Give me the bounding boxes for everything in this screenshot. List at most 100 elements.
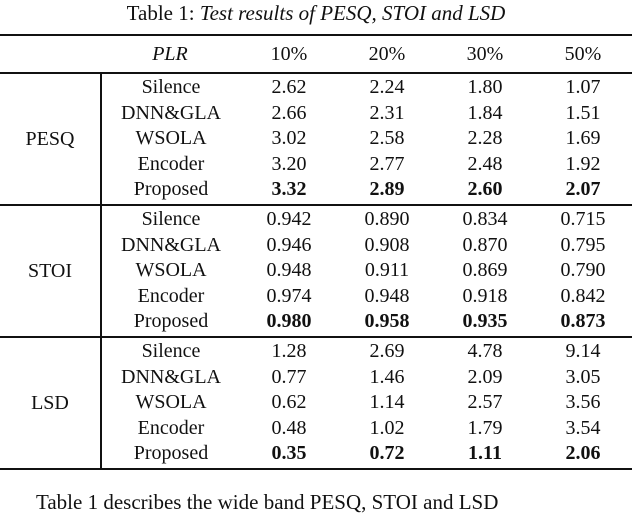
- value-cell: 0.918: [462, 284, 508, 307]
- header-col-10: 10%: [270, 42, 308, 65]
- caption-title: Test results of PESQ, STOI and LSD: [199, 1, 506, 25]
- value-cell: 2.77: [369, 152, 405, 175]
- header-plr-cell: PLR: [152, 42, 188, 65]
- value-cell: 3.02: [271, 127, 307, 150]
- value-cell: 0.908: [364, 233, 410, 256]
- value-cell: 2.69: [369, 340, 405, 363]
- value-cell: 2.24: [369, 76, 405, 99]
- value-cell: 1.46: [369, 365, 405, 388]
- method-cell: Encoder: [137, 152, 205, 175]
- table-row: Encoder 0.48 1.02 1.79 3.54: [102, 416, 632, 442]
- method-cell: WSOLA: [135, 127, 207, 150]
- value-cell: 0.870: [462, 233, 508, 256]
- method-cell: DNN&GLA: [121, 233, 221, 256]
- header-col-30: 30%: [466, 42, 504, 65]
- value-cell: 0.948: [266, 259, 312, 282]
- method-cell: Encoder: [137, 416, 205, 439]
- caption-prefix: Table 1:: [126, 1, 200, 25]
- metric-rows: Silence 1.28 2.69 4.78 9.14 DNN&GLA 0.77 1.46 2.…: [100, 338, 632, 468]
- value-cell: 1.07: [565, 76, 601, 99]
- method-cell: Silence: [141, 340, 201, 363]
- value-cell: 2.89: [369, 178, 405, 201]
- value-cell: 2.07: [565, 178, 601, 201]
- value-cell: 0.35: [271, 442, 307, 465]
- value-cell: 1.11: [468, 442, 502, 465]
- method-cell: WSOLA: [135, 391, 207, 414]
- header-blank-cell: [0, 36, 100, 72]
- metric-rows: Silence 0.942 0.890 0.834 0.715 DNN&GLA 0.946 0…: [100, 206, 632, 336]
- table-row: WSOLA 0.948 0.911 0.869 0.790: [102, 258, 632, 284]
- method-cell: DNN&GLA: [121, 101, 221, 124]
- value-cell: 0.72: [369, 442, 405, 465]
- value-cell: 2.48: [467, 152, 503, 175]
- value-cell: 0.790: [560, 259, 606, 282]
- value-cell: 0.980: [266, 310, 312, 333]
- method-cell: Proposed: [133, 310, 209, 333]
- results-table: PLR 10% 20% 30% 50% PESQ Silence 2.62 2.24 1…: [0, 34, 632, 470]
- value-cell: 3.05: [565, 365, 601, 388]
- value-cell: 1.51: [565, 101, 601, 124]
- value-cell: 0.873: [560, 310, 606, 333]
- table-row: Silence 1.28 2.69 4.78 9.14: [102, 339, 632, 365]
- value-cell: 0.935: [462, 310, 508, 333]
- value-cell: 2.06: [565, 442, 601, 465]
- value-cell: 0.958: [364, 310, 410, 333]
- value-cell: 2.28: [467, 127, 503, 150]
- metric-label: PESQ: [25, 127, 75, 150]
- value-cell: 1.84: [467, 101, 503, 124]
- metric-rows: Silence 2.62 2.24 1.80 1.07 DNN&GLA 2.66 2.31 1.…: [100, 74, 632, 204]
- table-caption: Table 1: Test results of PESQ, STOI and …: [0, 1, 632, 25]
- table-row: Proposed 0.35 0.72 1.11 2.06: [102, 441, 632, 467]
- value-cell: 0.948: [364, 284, 410, 307]
- value-cell: 1.92: [565, 152, 601, 175]
- method-cell: Proposed: [133, 178, 209, 201]
- value-cell: 1.28: [271, 340, 307, 363]
- value-cell: 3.56: [565, 391, 601, 414]
- header-col-50: 50%: [564, 42, 602, 65]
- value-cell: 4.78: [467, 340, 503, 363]
- method-cell: Silence: [141, 76, 201, 99]
- method-cell: WSOLA: [135, 259, 207, 282]
- table-row: WSOLA 3.02 2.58 2.28 1.69: [102, 126, 632, 152]
- value-cell: 1.80: [467, 76, 503, 99]
- table-row: DNN&GLA 2.66 2.31 1.84 1.51: [102, 101, 632, 127]
- value-cell: 0.974: [266, 284, 312, 307]
- table-body: PESQ Silence 2.62 2.24 1.80 1.07 DNN&GLA 2.66 2.…: [0, 74, 632, 468]
- method-cell: Proposed: [133, 442, 209, 465]
- table-row: DNN&GLA 0.77 1.46 2.09 3.05: [102, 365, 632, 391]
- value-cell: 2.31: [369, 101, 405, 124]
- header-col-20: 20%: [368, 42, 406, 65]
- metric-group-stoi: STOI Silence 0.942 0.890 0.834 0.715 DNN&GLA 0.…: [0, 204, 632, 336]
- value-cell: 0.834: [462, 208, 508, 231]
- value-cell: 0.911: [364, 259, 410, 282]
- metric-group-pesq: PESQ Silence 2.62 2.24 1.80 1.07 DNN&GLA 2.66 2.…: [0, 74, 632, 204]
- value-cell: 0.942: [266, 208, 312, 231]
- table-row: WSOLA 0.62 1.14 2.57 3.56: [102, 390, 632, 416]
- table-row: Encoder 3.20 2.77 2.48 1.92: [102, 152, 632, 178]
- value-cell: 0.62: [271, 391, 307, 414]
- table-row: Proposed 3.32 2.89 2.60 2.07: [102, 177, 632, 203]
- value-cell: 0.869: [462, 259, 508, 282]
- value-cell: 0.715: [560, 208, 606, 231]
- table-row: Encoder 0.974 0.948 0.918 0.842: [102, 284, 632, 310]
- value-cell: 1.79: [467, 416, 503, 439]
- table-header-row: PLR 10% 20% 30% 50%: [0, 36, 632, 74]
- value-cell: 3.32: [271, 178, 307, 201]
- value-cell: 0.48: [271, 416, 307, 439]
- table-row: DNN&GLA 0.946 0.908 0.870 0.795: [102, 233, 632, 259]
- metric-label: LSD: [31, 391, 69, 414]
- value-cell: 2.66: [271, 101, 307, 124]
- table-row: Silence 2.62 2.24 1.80 1.07: [102, 75, 632, 101]
- table-row: Silence 0.942 0.890 0.834 0.715: [102, 207, 632, 233]
- metric-label: STOI: [27, 259, 73, 282]
- body-paragraph: Table 1 describes the wide band PESQ, ST…: [36, 490, 499, 514]
- value-cell: 0.842: [560, 284, 606, 307]
- table-row: Proposed 0.980 0.958 0.935 0.873: [102, 309, 632, 335]
- method-cell: Silence: [141, 208, 201, 231]
- value-cell: 0.890: [364, 208, 410, 231]
- value-cell: 1.14: [369, 391, 405, 414]
- value-cell: 2.58: [369, 127, 405, 150]
- method-cell: Encoder: [137, 284, 205, 307]
- value-cell: 1.02: [369, 416, 405, 439]
- value-cell: 3.54: [565, 416, 601, 439]
